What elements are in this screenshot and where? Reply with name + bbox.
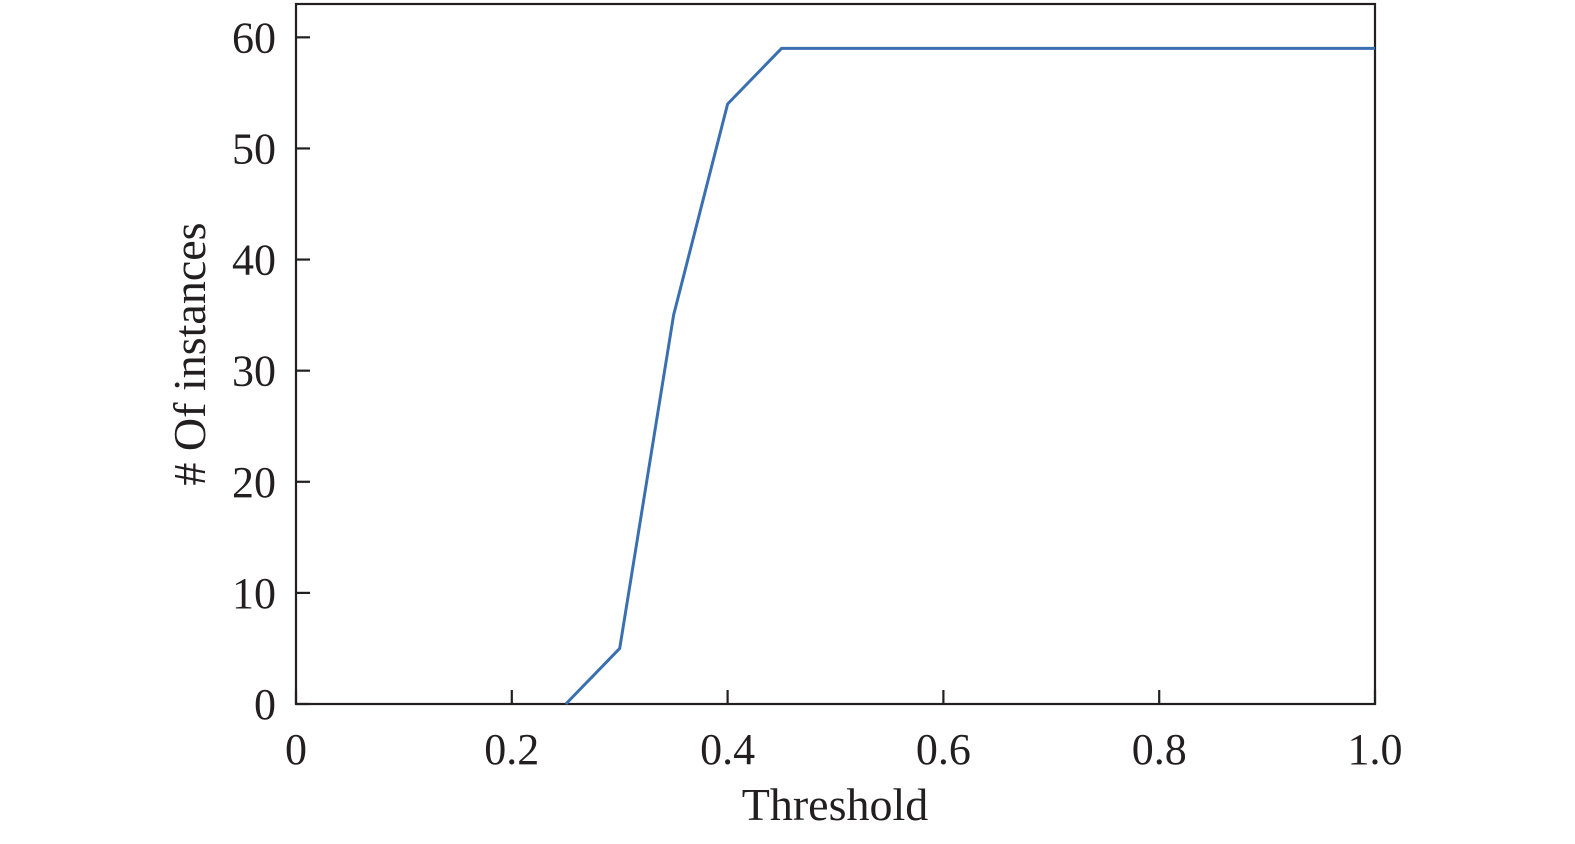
y-tick-label: 10: [232, 569, 276, 618]
x-tick-label: 0.2: [484, 725, 539, 774]
x-tick-label: 0.4: [700, 725, 755, 774]
series-line: [564, 46, 1375, 706]
y-tick-label: 20: [232, 458, 276, 507]
series-layer: [564, 46, 1375, 706]
plot-frame: [294, 2, 1377, 706]
y-tick-label: 0: [254, 680, 276, 729]
x-tick-label: 1.0: [1348, 725, 1403, 774]
x-axis-ticks: 0 0.2 0.4 0.6 0.8 1.0: [285, 690, 1403, 774]
y-tick-label: 30: [232, 347, 276, 396]
y-tick-label: 40: [232, 236, 276, 285]
y-axis-ticks: 0 10 20 30 40 50 60: [232, 13, 310, 729]
y-tick-label: 60: [232, 13, 276, 62]
x-tick-label: 0.6: [916, 725, 971, 774]
x-axis-label: Threshold: [742, 779, 929, 830]
x-tick-label: 0: [285, 725, 307, 774]
y-axis-label: # Of instances: [164, 222, 215, 485]
y-tick-label: 50: [232, 124, 276, 173]
x-tick-label: 0.8: [1132, 725, 1187, 774]
